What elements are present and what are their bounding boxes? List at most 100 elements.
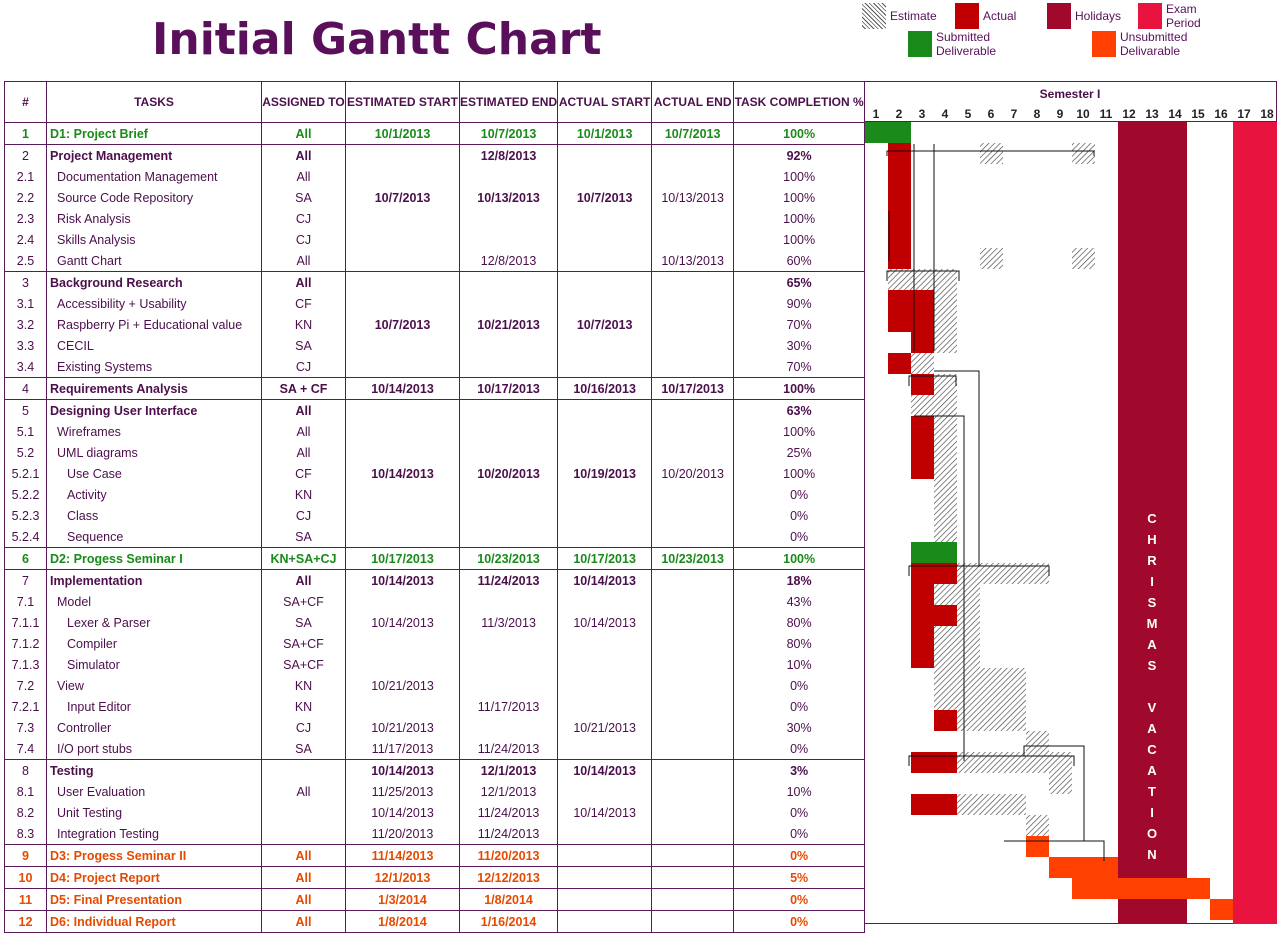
cell-est-start <box>345 484 460 505</box>
gantt-bar-estimate <box>1072 143 1095 164</box>
cell-act-end <box>651 717 735 738</box>
cell-est-start: 12/1/2013 <box>345 866 460 889</box>
cell-est-start: 1/8/2014 <box>345 910 460 933</box>
legend-label: Unsubmitted Delivarable <box>1120 30 1188 58</box>
cell-completion: 100% <box>733 547 866 570</box>
cell-completion: 0% <box>733 696 866 717</box>
gantt-bar-estimate <box>934 332 957 353</box>
cell-est-end <box>458 526 559 548</box>
cell-assigned: CJ <box>261 717 346 738</box>
cell-est-start: 10/14/2013 <box>345 759 460 781</box>
gantt-bar-actual <box>911 458 934 479</box>
cell-task: View <box>46 675 262 696</box>
cell-id: 7.1 <box>4 591 47 612</box>
page-title: Initial Gantt Chart <box>152 14 602 65</box>
legend-item: Estimate <box>862 3 937 29</box>
cell-act-end: 10/20/2013 <box>651 463 735 484</box>
gantt-bar-actual <box>911 416 934 437</box>
table-row: 8.1 User Evaluation All 11/25/2013 12/1/2013… <box>4 781 866 802</box>
cell-act-end <box>651 293 735 314</box>
cell-assigned: All <box>261 421 346 442</box>
cell-id: 3.4 <box>4 356 47 378</box>
cell-est-end: 10/13/2013 <box>458 187 559 208</box>
cell-act-end <box>651 781 735 802</box>
cell-assigned: All <box>261 888 346 911</box>
table-row: 5.2.1 Use Case CF 10/14/2013 10/20/2013 10/19… <box>4 463 866 484</box>
cell-act-end <box>651 675 735 696</box>
cell-est-end: 11/17/2013 <box>458 696 559 717</box>
cell-act-start <box>557 229 653 250</box>
cell-act-start <box>557 738 653 760</box>
cell-est-end <box>458 484 559 505</box>
cell-completion: 80% <box>733 633 866 654</box>
cell-act-end <box>651 759 735 781</box>
gantt-bar-actual <box>888 164 911 185</box>
cell-est-end: 11/24/2013 <box>458 823 559 845</box>
cell-est-start: 10/7/2013 <box>345 314 460 335</box>
gantt-bar-estimate <box>980 143 1003 164</box>
cell-id: 2.1 <box>4 166 47 187</box>
cell-act-end: 10/13/2013 <box>651 250 735 272</box>
vacation-letter: N <box>1147 847 1156 862</box>
cell-act-end <box>651 888 735 911</box>
cell-act-start <box>557 696 653 717</box>
cell-task: Documentation Management <box>46 166 262 187</box>
cell-act-end <box>651 314 735 335</box>
cell-est-end: 10/17/2013 <box>458 377 559 400</box>
gantt-bar-actual <box>888 248 911 269</box>
cell-completion: 100% <box>733 166 866 187</box>
cell-est-start: 10/17/2013 <box>345 547 460 570</box>
gantt-bar-estimate <box>934 647 980 668</box>
cell-est-start <box>345 293 460 314</box>
gantt-bar-actual <box>911 647 934 668</box>
cell-est-start: 10/14/2013 <box>345 569 460 591</box>
gantt-bar-actual <box>888 143 911 164</box>
cell-id: 7.2 <box>4 675 47 696</box>
cell-assigned: CF <box>261 463 346 484</box>
cell-task: Source Code Repository <box>46 187 262 208</box>
week-tick: 2 <box>896 107 903 121</box>
legend-label: Exam Period <box>1166 2 1201 30</box>
gantt-bar-actual <box>911 563 957 584</box>
cell-assigned: SA <box>261 526 346 548</box>
cell-est-start <box>345 505 460 526</box>
cell-assigned <box>261 759 346 781</box>
gantt-bar-estimate <box>957 752 1072 773</box>
summary-bracket <box>886 270 960 281</box>
cell-act-end <box>651 696 735 717</box>
legend-item: Unsubmitted Delivarable <box>1092 30 1188 58</box>
exam-band <box>1233 122 1277 924</box>
gantt-bar-actual <box>888 227 911 248</box>
cell-completion: 3% <box>733 759 866 781</box>
cell-est-end <box>458 675 559 696</box>
cell-completion: 100% <box>733 229 866 250</box>
table-row: 5.1 Wireframes All 100% <box>4 421 866 442</box>
cell-task: D4: Project Report <box>46 866 262 889</box>
legend-swatch <box>1047 3 1071 29</box>
cell-completion: 90% <box>733 293 866 314</box>
week-tick: 3 <box>919 107 926 121</box>
column-header: # <box>4 81 47 123</box>
table-row: 2.3 Risk Analysis CJ 100% <box>4 208 866 229</box>
table-row: 2.1 Documentation Management All 100% <box>4 166 866 187</box>
cell-completion: 60% <box>733 250 866 272</box>
gantt-bar-estimate <box>934 311 957 332</box>
cell-act-end <box>651 823 735 845</box>
gantt-bar-actual <box>911 626 934 647</box>
cell-completion: 0% <box>733 823 866 845</box>
cell-id: 7 <box>4 569 47 591</box>
summary-bracket <box>886 150 1095 156</box>
cell-est-end: 11/24/2013 <box>458 738 559 760</box>
cell-assigned: All <box>261 166 346 187</box>
cell-completion: 0% <box>733 844 866 867</box>
cell-id: 3.2 <box>4 314 47 335</box>
cell-task: UML diagrams <box>46 442 262 463</box>
cell-est-start <box>345 144 460 166</box>
cell-task: Raspberry Pi + Educational value <box>46 314 262 335</box>
cell-assigned: SA + CF <box>261 377 346 400</box>
cell-assigned: KN <box>261 314 346 335</box>
legend-label: Estimate <box>890 9 937 23</box>
cell-id: 12 <box>4 910 47 933</box>
cell-task: Class <box>46 505 262 526</box>
gantt-bar-estimate <box>911 353 934 374</box>
